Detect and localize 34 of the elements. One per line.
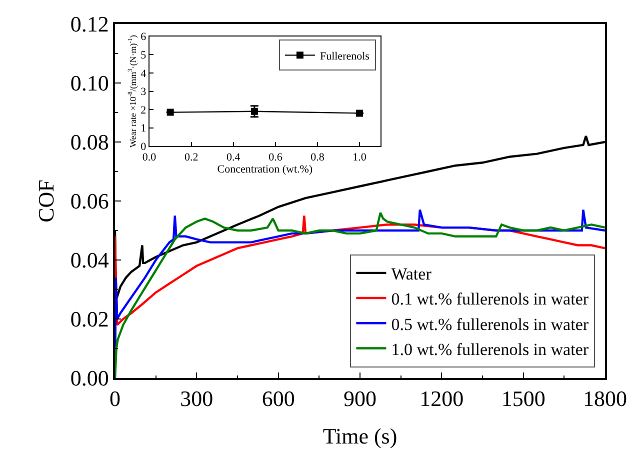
legend-label: 0.1 wt.% fullerenols in water <box>391 290 589 309</box>
y-tick-label: 0.12 <box>70 12 109 37</box>
y-tick-label: 0.04 <box>70 248 109 273</box>
x-tick-label: 0.6 <box>268 151 283 164</box>
y-tick-label: 0 <box>140 140 147 153</box>
x-tick-label: 0.8 <box>310 151 325 164</box>
legend-label: 1.0 wt.% fullerenols in water <box>391 340 589 359</box>
x-tick-label: 300 <box>180 386 214 412</box>
x-tick-label: 0.4 <box>226 151 241 164</box>
y-tick-label: 1 <box>140 122 146 135</box>
y-tick-label: 0.02 <box>70 306 109 332</box>
y-tick-label: 0.10 <box>70 70 109 96</box>
legend-label: Fullerenols <box>320 50 370 62</box>
x-tick-label: 1800 <box>583 386 627 412</box>
y-tick-label: 6 <box>140 31 147 44</box>
y-tick-label: 4 <box>140 68 147 80</box>
x-tick-label: 1200 <box>420 386 464 412</box>
x-tick-label: 1.0 <box>352 151 367 164</box>
x-axis-title: Time (s) <box>322 424 398 449</box>
legend-label: Water <box>391 264 432 284</box>
legend-label: 0.5 wt.% fullerenols in water <box>391 314 589 334</box>
y-tick-label: 2 <box>140 104 146 116</box>
y-tick-label: 0.06 <box>70 188 109 214</box>
x-tick-label: 900 <box>344 386 376 412</box>
y-axis-title: COF <box>34 180 59 222</box>
y-tick-label: 5 <box>140 50 147 62</box>
x-tick-label: 0.0 <box>142 151 157 164</box>
x-tick-label: 1500 <box>501 386 546 412</box>
x-tick-label: 0.2 <box>184 151 198 164</box>
y-tick-label: 0.08 <box>70 130 109 155</box>
y-tick-label: 3 <box>140 86 147 98</box>
x-axis-title: Concentration (wt.%) <box>217 163 313 176</box>
y-tick-label: 0.00 <box>70 366 109 391</box>
x-tick-label: 600 <box>262 386 295 412</box>
